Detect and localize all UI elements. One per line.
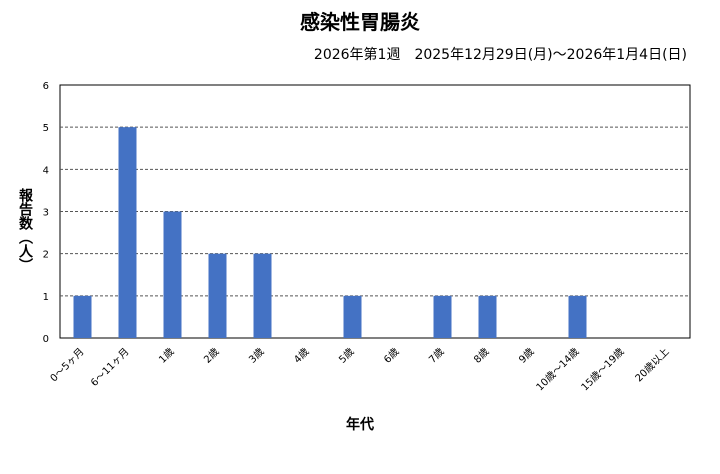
bar-8 xyxy=(433,295,452,338)
bar-9 xyxy=(478,295,497,338)
x-tick-label: 6歳 xyxy=(382,346,402,366)
bar-4 xyxy=(253,253,272,338)
bar-3 xyxy=(208,253,227,338)
x-tick-label: 1歳 xyxy=(157,346,177,366)
y-tick-label: 2 xyxy=(43,250,49,261)
chart-subtitle: 2026年第1週 2025年12月29日(月)～2026年1月4日(日) xyxy=(313,47,687,63)
y-tick-label: 4 xyxy=(43,165,49,176)
y-tick-label: 0 xyxy=(43,334,49,345)
x-tick-label: 6～11ヶ月 xyxy=(88,346,131,389)
x-tick-label: 5歳 xyxy=(337,346,357,366)
y-tick-labels: 0 1 2 3 4 5 6 xyxy=(43,81,49,345)
bar-2 xyxy=(163,211,182,338)
x-tick-label: 9歳 xyxy=(517,346,537,366)
bar-1 xyxy=(118,127,137,339)
x-tick-label: 20歳以上 xyxy=(633,346,672,385)
y-tick-label: 5 xyxy=(43,123,49,134)
chart-title: 感染性胃腸炎 xyxy=(300,10,420,34)
x-tick-label: 2歳 xyxy=(202,346,222,366)
y-tick-label: 6 xyxy=(43,81,49,92)
x-tick-label: 0～5ヶ月 xyxy=(48,346,87,385)
x-tick-label: 8歳 xyxy=(472,346,492,366)
bar-6 xyxy=(343,295,362,338)
y-tick-label: 1 xyxy=(43,292,49,303)
bars xyxy=(73,127,587,339)
bar-0 xyxy=(73,295,92,338)
x-tick-labels: 0～5ヶ月 6～11ヶ月 1歳 2歳 3歳 4歳 5歳 6歳 7歳 8歳 9歳10歳～14歳15歳～… xyxy=(48,346,672,394)
x-tick-label: 4歳 xyxy=(292,346,312,366)
bar-11 xyxy=(568,295,587,338)
x-tick-label: 3歳 xyxy=(247,346,267,366)
x-tick-label: 10歳～14歳 xyxy=(534,346,582,394)
x-tick-label: 7歳 xyxy=(427,346,447,366)
x-axis-label: 年代 xyxy=(346,417,374,433)
y-tick-label: 3 xyxy=(43,208,49,219)
y-axis-label: 報告数（人） xyxy=(17,188,33,272)
x-tick-label: 15歳～19歳 xyxy=(579,346,627,394)
